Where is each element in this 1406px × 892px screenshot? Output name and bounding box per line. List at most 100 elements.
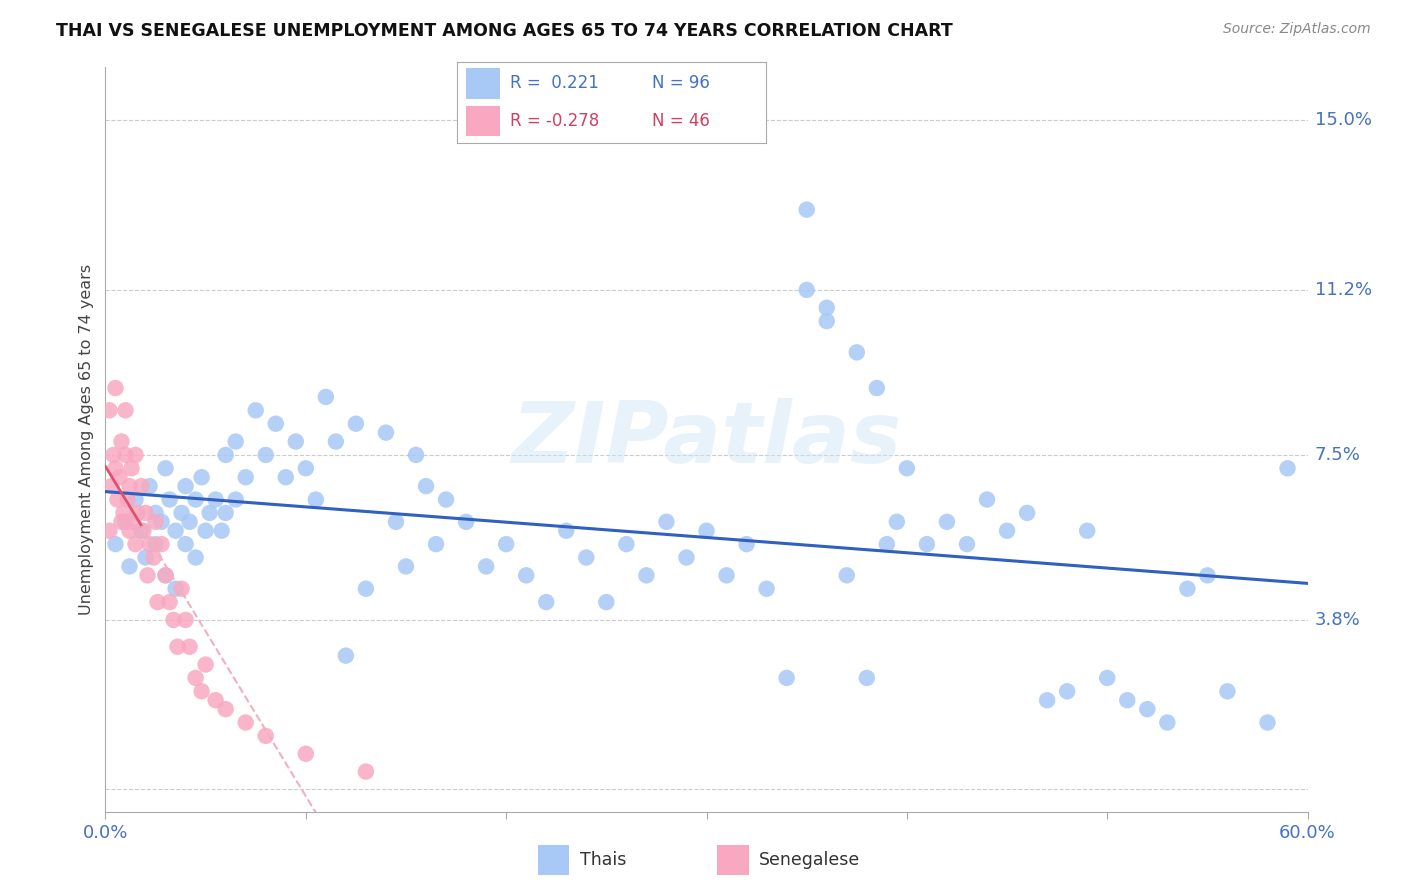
Point: [204, 492, 226, 507]
Point: [515, 568, 537, 582]
Point: [145, 515, 167, 529]
Point: [198, 506, 221, 520]
Point: [118, 479, 141, 493]
Text: Thais: Thais: [581, 851, 626, 869]
Point: [138, 479, 160, 493]
Text: R =  0.221: R = 0.221: [509, 74, 599, 92]
Point: [184, 671, 207, 685]
Point: [132, 524, 155, 538]
FancyBboxPatch shape: [467, 106, 501, 136]
Point: [114, 515, 136, 529]
Point: [165, 524, 187, 538]
Point: [555, 524, 578, 538]
Point: [395, 559, 418, 574]
Point: [284, 434, 307, 449]
Point: [138, 537, 160, 551]
Point: [354, 764, 377, 779]
Point: [110, 515, 132, 529]
Point: [136, 568, 159, 582]
Point: [1277, 461, 1299, 475]
Text: R = -0.278: R = -0.278: [509, 112, 599, 130]
FancyBboxPatch shape: [537, 845, 569, 875]
Text: 11.2%: 11.2%: [1315, 281, 1372, 299]
Point: [405, 448, 427, 462]
Point: [374, 425, 398, 440]
Point: [976, 492, 998, 507]
Point: [1257, 715, 1279, 730]
Point: [146, 595, 169, 609]
Point: [735, 537, 758, 551]
Point: [454, 515, 477, 529]
Point: [170, 506, 193, 520]
Point: [896, 461, 918, 475]
Point: [103, 448, 125, 462]
Point: [150, 537, 173, 551]
Point: [1156, 715, 1178, 730]
Point: [295, 461, 318, 475]
Point: [796, 283, 818, 297]
Point: [155, 568, 177, 582]
Point: [145, 506, 167, 520]
Text: Senegalese: Senegalese: [759, 851, 860, 869]
Point: [264, 417, 287, 431]
Point: [159, 595, 181, 609]
Point: [1036, 693, 1059, 707]
Point: [110, 434, 132, 449]
Point: [235, 715, 257, 730]
Point: [325, 434, 347, 449]
Point: [1216, 684, 1239, 698]
Point: [162, 613, 184, 627]
Point: [155, 461, 177, 475]
Point: [305, 492, 328, 507]
Point: [876, 537, 898, 551]
Point: [845, 345, 868, 359]
Point: [124, 448, 146, 462]
Text: N = 96: N = 96: [652, 74, 710, 92]
Point: [696, 524, 718, 538]
Point: [142, 550, 165, 565]
Point: [104, 381, 127, 395]
Point: [150, 515, 173, 529]
FancyBboxPatch shape: [717, 845, 748, 875]
Point: [179, 515, 201, 529]
FancyBboxPatch shape: [467, 68, 501, 99]
Point: [1136, 702, 1159, 716]
Point: [344, 417, 367, 431]
Point: [1017, 506, 1039, 520]
Point: [114, 448, 136, 462]
Point: [254, 729, 277, 743]
Point: [245, 403, 267, 417]
Point: [755, 582, 778, 596]
Point: [655, 515, 678, 529]
Point: [214, 702, 236, 716]
Point: [214, 448, 236, 462]
Point: [866, 381, 889, 395]
Point: [415, 479, 437, 493]
Point: [425, 537, 447, 551]
Point: [225, 492, 247, 507]
Point: [1177, 582, 1199, 596]
Point: [135, 506, 157, 520]
Point: [636, 568, 658, 582]
Point: [225, 434, 247, 449]
Point: [194, 524, 217, 538]
Point: [936, 515, 959, 529]
Point: [886, 515, 908, 529]
Point: [159, 492, 181, 507]
Point: [107, 492, 129, 507]
Point: [815, 301, 838, 315]
Text: N = 46: N = 46: [652, 112, 710, 130]
Point: [194, 657, 217, 672]
Point: [127, 506, 149, 520]
Point: [214, 506, 236, 520]
Point: [274, 470, 297, 484]
Point: [98, 524, 121, 538]
Point: [211, 524, 233, 538]
Point: [174, 479, 197, 493]
Point: [179, 640, 201, 654]
Point: [131, 479, 153, 493]
Point: [534, 595, 557, 609]
Point: [815, 314, 838, 328]
Point: [108, 470, 131, 484]
Point: [1197, 568, 1219, 582]
